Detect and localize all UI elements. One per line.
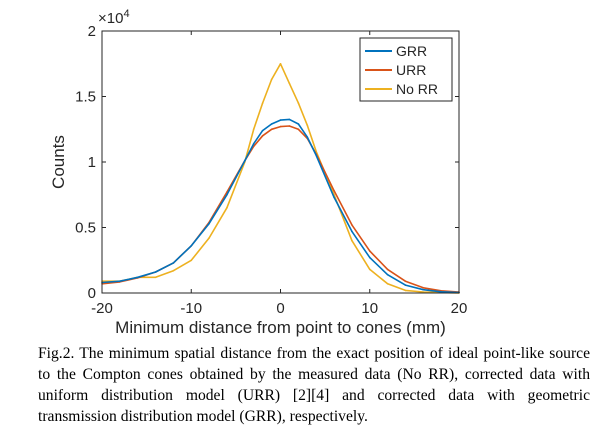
y-axis: 0 0.5 1 1.5 2 (75, 23, 459, 302)
data-point-grr (422, 288, 425, 291)
data-point-urr (333, 190, 335, 192)
data-point-grr (297, 123, 300, 125)
x-tick-label: 20 (451, 300, 468, 317)
y-tick-label: 0.5 (75, 220, 96, 237)
data-point-grr (270, 123, 273, 125)
data-point-grr (119, 280, 121, 283)
data-point-no-rr (270, 78, 273, 81)
data-point-grr (244, 159, 246, 162)
data-point-urr (297, 128, 300, 131)
data-point-grr (154, 271, 157, 273)
data-point-grr (306, 136, 309, 138)
data-point-urr (288, 125, 291, 127)
y-tick-label: 1.5 (75, 89, 96, 106)
data-point-no-rr (252, 128, 255, 131)
data-point-urr (422, 287, 425, 289)
x-axis: -20 -10 0 10 20 (91, 31, 467, 317)
data-point-no-rr (261, 102, 264, 104)
legend-label: No RR (396, 81, 438, 97)
data-point-urr (351, 224, 353, 226)
data-point-no-rr (351, 239, 353, 242)
legend-label: URR (396, 62, 426, 78)
x-tick-label: 10 (361, 300, 378, 317)
x-tick-label: 0 (276, 300, 284, 317)
data-point-urr (404, 280, 407, 283)
data-point-no-rr (154, 276, 157, 279)
data-point-no-rr (190, 259, 193, 262)
y-tick-label: 0 (88, 285, 96, 302)
data-point-no-rr (306, 124, 309, 127)
data-point-grr (172, 262, 175, 264)
data-point-urr (386, 268, 389, 271)
data-point-grr (252, 142, 255, 145)
data-point-grr (440, 291, 442, 293)
x-tick-label: -10 (180, 300, 202, 317)
y-tick-label: 1 (88, 154, 96, 171)
y-exponent-power: 4 (123, 8, 129, 20)
data-point-grr (136, 276, 139, 279)
data-point-no-rr (369, 268, 371, 271)
figure-caption: Fig.2. The minimum spatial distance from… (38, 345, 590, 425)
data-point-urr (270, 128, 273, 131)
data-point-grr (404, 284, 407, 286)
data-point-no-rr (386, 283, 389, 285)
data-point-urr (279, 125, 282, 128)
data-point-grr (226, 194, 228, 196)
chart: -20 -10 0 10 20 0 0.5 1 1.5 2 ×104 Minimum dista… (49, 8, 467, 337)
data-point-grr (333, 196, 335, 199)
data-point-no-rr (422, 291, 425, 293)
data-point-grr (208, 222, 210, 225)
x-tick-label: -20 (91, 300, 113, 317)
data-point-no-rr (279, 63, 282, 65)
y-exponent-label: ×104 (98, 8, 130, 27)
data-point-no-rr (297, 102, 300, 104)
data-point-no-rr (404, 289, 407, 292)
data-point-grr (386, 273, 389, 276)
data-point-no-rr (226, 207, 228, 209)
data-point-no-rr (208, 237, 210, 239)
data-point-urr (369, 250, 371, 252)
x-axis-label: Minimum distance from point to cones (mm… (115, 318, 446, 337)
data-point-grr (261, 129, 264, 132)
data-point-grr (351, 230, 353, 233)
y-axis-label: Counts (49, 135, 68, 189)
data-point-grr (190, 245, 193, 247)
y-tick-label: 2 (88, 23, 96, 40)
series-layer (101, 62, 460, 294)
data-point-no-rr (288, 82, 291, 85)
data-point-grr (288, 118, 291, 121)
legend: GRR URR No RR (359, 37, 453, 102)
data-point-no-rr (172, 269, 175, 272)
data-point-grr (315, 154, 318, 157)
legend-label: GRR (396, 43, 427, 59)
data-point-grr (279, 119, 282, 121)
data-point-grr (369, 256, 371, 259)
data-point-urr (261, 135, 264, 137)
